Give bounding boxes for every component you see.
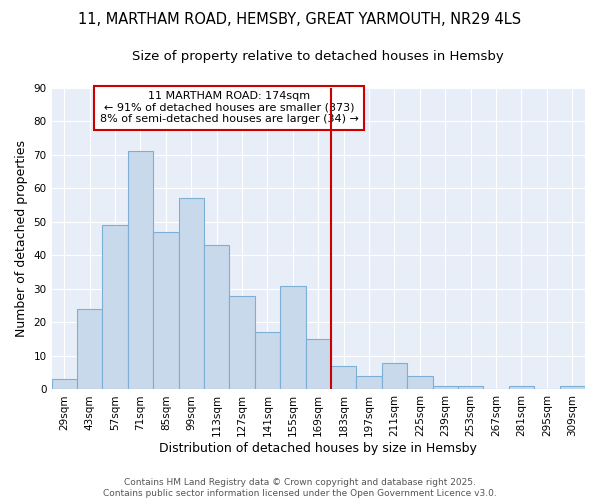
X-axis label: Distribution of detached houses by size in Hemsby: Distribution of detached houses by size … <box>160 442 477 455</box>
Bar <box>407 376 433 390</box>
Y-axis label: Number of detached properties: Number of detached properties <box>15 140 28 337</box>
Bar <box>331 366 356 390</box>
Bar <box>280 286 305 390</box>
Bar <box>509 386 534 390</box>
Title: Size of property relative to detached houses in Hemsby: Size of property relative to detached ho… <box>133 50 504 63</box>
Bar <box>305 339 331 390</box>
Text: 11 MARTHAM ROAD: 174sqm
← 91% of detached houses are smaller (373)
8% of semi-de: 11 MARTHAM ROAD: 174sqm ← 91% of detache… <box>100 91 359 124</box>
Bar <box>153 232 179 390</box>
Text: Contains HM Land Registry data © Crown copyright and database right 2025.
Contai: Contains HM Land Registry data © Crown c… <box>103 478 497 498</box>
Text: 11, MARTHAM ROAD, HEMSBY, GREAT YARMOUTH, NR29 4LS: 11, MARTHAM ROAD, HEMSBY, GREAT YARMOUTH… <box>79 12 521 28</box>
Bar <box>255 332 280 390</box>
Bar <box>103 225 128 390</box>
Bar <box>204 246 229 390</box>
Bar <box>560 386 585 390</box>
Bar <box>382 362 407 390</box>
Bar <box>77 309 103 390</box>
Bar <box>433 386 458 390</box>
Bar <box>179 198 204 390</box>
Bar <box>356 376 382 390</box>
Bar <box>52 380 77 390</box>
Bar <box>128 152 153 390</box>
Bar <box>229 296 255 390</box>
Bar <box>458 386 484 390</box>
